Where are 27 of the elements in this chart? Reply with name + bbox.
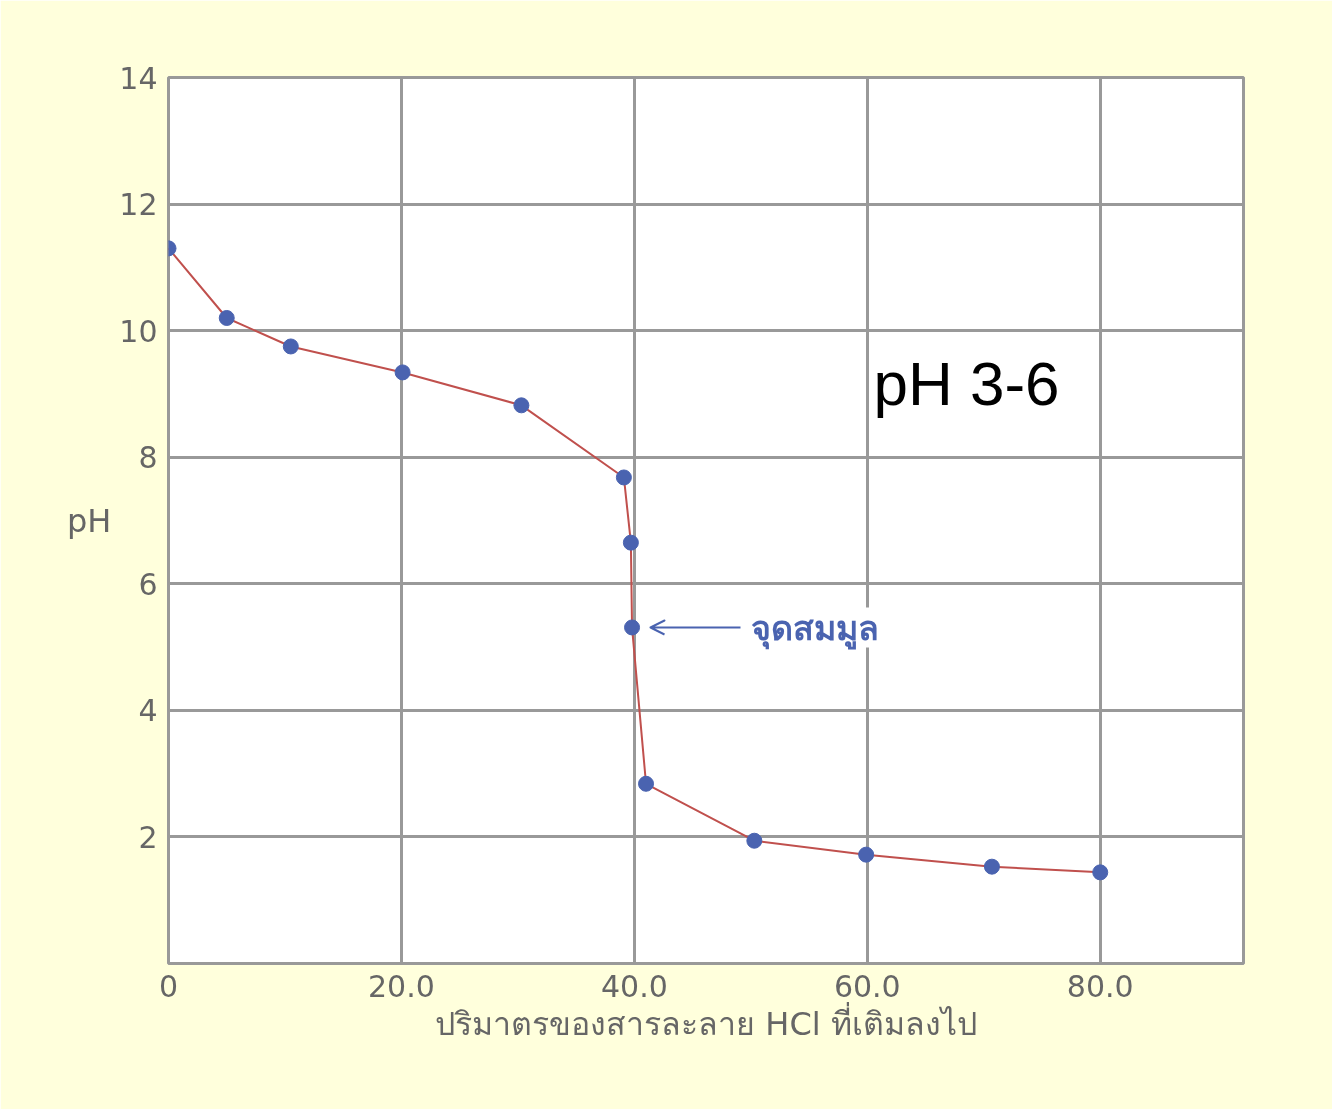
x-axis-title: ปริมาตรของสารละลาย HCl ที่เติมลงไป <box>435 1004 977 1043</box>
x-tick-label: 80.0 <box>1066 968 1134 1004</box>
point <box>983 858 1000 875</box>
x-tick-label: 20.0 <box>368 968 435 1004</box>
y-tick-label: 6 <box>138 566 158 602</box>
point <box>1092 864 1109 881</box>
annotation: pH 3-6 <box>873 348 1060 418</box>
annotation: จุดสมมูล <box>750 607 879 650</box>
point <box>624 619 641 636</box>
point <box>282 338 299 355</box>
x-tick-label: 40.0 <box>600 968 668 1004</box>
y-axis-title: pH <box>66 501 112 540</box>
y-tick-label: 8 <box>138 440 158 476</box>
point <box>622 534 639 551</box>
y-tick-label: 10 <box>119 313 158 349</box>
y-tick-label: 2 <box>138 819 158 855</box>
point <box>858 846 875 863</box>
point <box>746 832 763 849</box>
point <box>615 469 632 486</box>
point <box>218 310 235 326</box>
point <box>513 397 530 414</box>
point <box>394 364 411 381</box>
y-tick-label: 14 <box>119 60 158 96</box>
x-tick-label: 0 <box>158 968 179 1004</box>
point <box>638 775 655 792</box>
y-tick-label: 4 <box>138 693 158 729</box>
y-tick-label: 12 <box>119 187 158 223</box>
